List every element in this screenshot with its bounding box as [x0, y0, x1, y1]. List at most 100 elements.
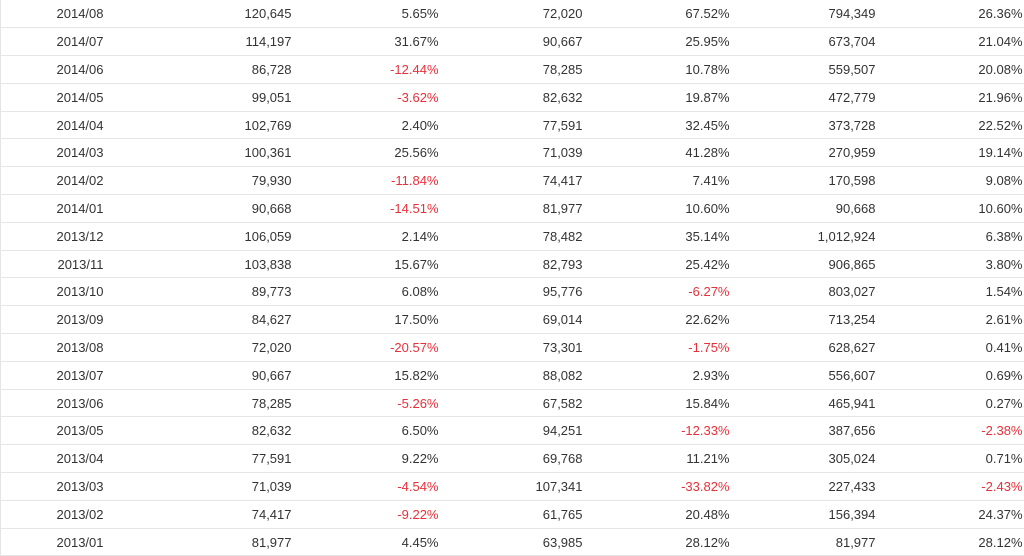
change-cell: -4.54%: [293, 472, 441, 501]
cumulative-change-cell: 19.14%: [877, 138, 1024, 168]
month-cell: 2013/07: [0, 361, 118, 390]
change-cell: 19.87%: [584, 83, 732, 112]
month-cell: 2013/11: [0, 250, 118, 279]
cumulative-cell: 465,941: [731, 389, 878, 418]
change-cell: 25.95%: [584, 27, 732, 57]
cumulative-change-cell: 1.54%: [877, 277, 1024, 307]
cumulative-change-cell: 10.60%: [877, 194, 1024, 223]
change-cell: 20.48%: [584, 500, 732, 529]
value-cell: 90,667: [117, 361, 294, 390]
cumulative-cell: 906,865: [731, 250, 878, 279]
change-cell: -20.57%: [293, 333, 441, 362]
change-cell: 35.14%: [584, 222, 732, 251]
table-row: 2013/09 84,627 17.50% 69,014 22.62% 713,254 2.…: [0, 305, 1024, 335]
change-cell: 10.60%: [584, 194, 732, 223]
change-cell: 10.78%: [584, 55, 732, 84]
cumulative-cell: 559,507: [731, 55, 878, 84]
month-cell: 2013/10: [0, 277, 118, 307]
change-cell: 11.21%: [584, 444, 732, 474]
change-cell: -33.82%: [584, 472, 732, 501]
month-cell: 2014/05: [0, 83, 118, 112]
change-cell: 7.41%: [584, 166, 732, 196]
cumulative-cell: 90,668: [731, 194, 878, 223]
change-cell: 17.50%: [293, 305, 441, 335]
cumulative-change-cell: 21.96%: [877, 83, 1024, 112]
table-row: 2013/04 77,591 9.22% 69,768 11.21% 305,024 0.7…: [0, 444, 1024, 474]
table-row: 2014/05 99,051 -3.62% 82,632 19.87% 472,779 21…: [0, 83, 1024, 112]
month-cell: 2014/01: [0, 194, 118, 223]
month-cell: 2014/04: [0, 111, 118, 140]
value-cell: 90,668: [117, 194, 294, 223]
cumulative-change-cell: 24.37%: [877, 500, 1024, 529]
value-cell: 69,014: [440, 305, 585, 335]
value-cell: 72,020: [117, 333, 294, 362]
month-cell: 2013/04: [0, 444, 118, 474]
change-cell: 67.52%: [584, 0, 732, 29]
value-cell: 78,482: [440, 222, 585, 251]
value-cell: 90,667: [440, 27, 585, 57]
table-row: 2014/06 86,728 -12.44% 78,285 10.78% 559,507 2…: [0, 55, 1024, 84]
value-cell: 82,632: [440, 83, 585, 112]
table-row: 2014/08 120,645 5.65% 72,020 67.52% 794,349 26…: [0, 0, 1024, 29]
change-cell: -11.84%: [293, 166, 441, 196]
cumulative-cell: 305,024: [731, 444, 878, 474]
cumulative-cell: 673,704: [731, 27, 878, 57]
table-row: 2014/07 114,197 31.67% 90,667 25.95% 673,704 2…: [0, 27, 1024, 57]
cumulative-change-cell: 20.08%: [877, 55, 1024, 84]
table-row: 2013/11 103,838 15.67% 82,793 25.42% 906,865 3…: [0, 250, 1024, 279]
cumulative-change-cell: 26.36%: [877, 0, 1024, 29]
table-row: 2013/10 89,773 6.08% 95,776 -6.27% 803,027 1.5…: [0, 277, 1024, 307]
value-cell: 81,977: [117, 528, 294, 556]
value-cell: 77,591: [117, 444, 294, 474]
cumulative-change-cell: -2.38%: [877, 416, 1024, 446]
value-cell: 82,793: [440, 250, 585, 279]
month-cell: 2014/08: [0, 0, 118, 29]
table-row: 2013/03 71,039 -4.54% 107,341 -33.82% 227,433…: [0, 472, 1024, 501]
value-cell: 72,020: [440, 0, 585, 29]
change-cell: 5.65%: [293, 0, 441, 29]
change-cell: -12.44%: [293, 55, 441, 84]
month-cell: 2013/02: [0, 500, 118, 529]
value-cell: 61,765: [440, 500, 585, 529]
value-cell: 103,838: [117, 250, 294, 279]
month-cell: 2014/02: [0, 166, 118, 196]
change-cell: 31.67%: [293, 27, 441, 57]
table-row: 2014/01 90,668 -14.51% 81,977 10.60% 90,668 10…: [0, 194, 1024, 223]
cumulative-cell: 227,433: [731, 472, 878, 501]
change-cell: 25.56%: [293, 138, 441, 168]
change-cell: -3.62%: [293, 83, 441, 112]
value-cell: 107,341: [440, 472, 585, 501]
table-row: 2014/03 100,361 25.56% 71,039 41.28% 270,959 1…: [0, 138, 1024, 168]
value-cell: 74,417: [117, 500, 294, 529]
value-cell: 71,039: [440, 138, 585, 168]
cumulative-cell: 1,012,924: [731, 222, 878, 251]
cumulative-change-cell: 22.52%: [877, 111, 1024, 140]
value-cell: 114,197: [117, 27, 294, 57]
value-cell: 63,985: [440, 528, 585, 556]
cumulative-cell: 81,977: [731, 528, 878, 556]
value-cell: 84,627: [117, 305, 294, 335]
cumulative-cell: 713,254: [731, 305, 878, 335]
table-row: 2013/12 106,059 2.14% 78,482 35.14% 1,012,924…: [0, 222, 1024, 251]
month-cell: 2013/12: [0, 222, 118, 251]
cumulative-cell: 556,607: [731, 361, 878, 390]
cumulative-change-cell: 6.38%: [877, 222, 1024, 251]
change-cell: -6.27%: [584, 277, 732, 307]
cumulative-cell: 472,779: [731, 83, 878, 112]
value-cell: 78,285: [440, 55, 585, 84]
value-cell: 99,051: [117, 83, 294, 112]
change-cell: 15.82%: [293, 361, 441, 390]
cumulative-change-cell: 9.08%: [877, 166, 1024, 196]
value-cell: 95,776: [440, 277, 585, 307]
month-cell: 2013/09: [0, 305, 118, 335]
cumulative-cell: 794,349: [731, 0, 878, 29]
cumulative-cell: 803,027: [731, 277, 878, 307]
month-cell: 2014/03: [0, 138, 118, 168]
value-cell: 106,059: [117, 222, 294, 251]
cumulative-change-cell: 3.80%: [877, 250, 1024, 279]
table-row: 2013/07 90,667 15.82% 88,082 2.93% 556,607 0.6…: [0, 361, 1024, 390]
cumulative-cell: 387,656: [731, 416, 878, 446]
change-cell: 22.62%: [584, 305, 732, 335]
change-cell: 2.14%: [293, 222, 441, 251]
